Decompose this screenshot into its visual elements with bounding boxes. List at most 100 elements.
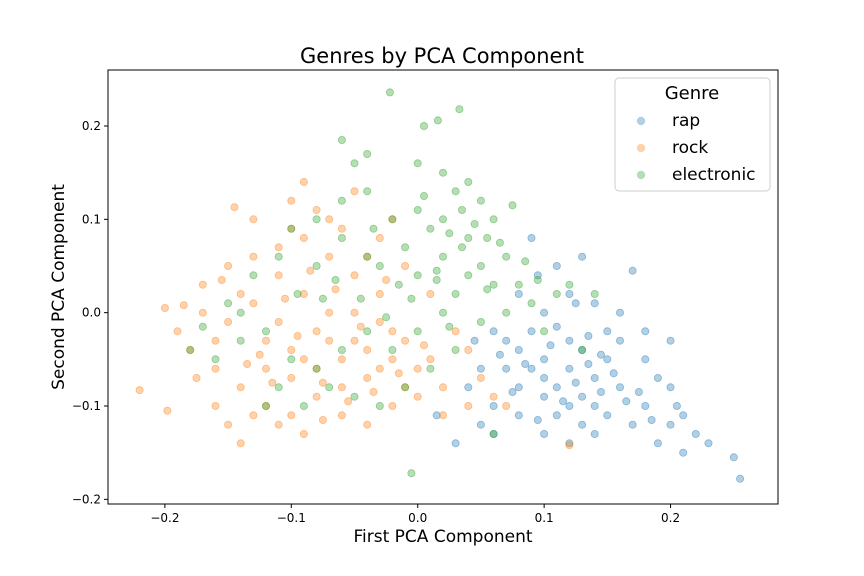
point-rap-40 (641, 355, 650, 364)
point-rap-39 (603, 327, 612, 336)
point-rap-67 (521, 359, 530, 368)
y-tick-label: −0.1 (72, 399, 101, 413)
point-electronic-7 (489, 215, 498, 224)
point-electronic-76 (356, 294, 365, 303)
point-rap-65 (546, 341, 555, 350)
point-rap-79 (597, 350, 606, 359)
point-rap-29 (451, 439, 460, 448)
point-rap-68 (495, 350, 504, 359)
point-electronic-43 (274, 252, 283, 261)
point-rock-29 (413, 392, 422, 401)
point-electronic-52 (426, 364, 435, 373)
point-rock-26 (337, 411, 346, 420)
point-rap-12 (616, 383, 625, 392)
point-rap-75 (508, 387, 517, 396)
point-rap-78 (571, 299, 580, 308)
point-rap-74 (672, 401, 681, 410)
point-electronic-46 (337, 196, 346, 205)
point-rock-98 (565, 441, 574, 450)
point-electronic-72 (483, 285, 492, 294)
x-tick-label: 0.2 (661, 511, 680, 525)
point-electronic-26 (363, 149, 372, 158)
point-rap-19 (653, 439, 662, 448)
point-electronic-85 (565, 280, 574, 289)
point-rock-60 (299, 355, 308, 364)
point-rock-32 (249, 215, 258, 224)
point-electronic-80 (432, 275, 441, 284)
chart-title: Genres by PCA Component (300, 44, 584, 68)
point-rock-24 (287, 411, 296, 420)
point-rock-45 (224, 317, 233, 326)
point-rock-89 (243, 359, 252, 368)
point-rock-63 (274, 243, 283, 252)
x-axis-title: First PCA Component (353, 527, 532, 547)
point-rap-56 (616, 336, 625, 345)
point-rock-31 (230, 203, 239, 212)
point-rock-73 (274, 420, 283, 429)
point-rock-91 (192, 373, 201, 382)
point-rap-14 (666, 420, 675, 429)
point-rap-1 (514, 345, 523, 354)
point-electronic-65 (432, 266, 441, 275)
point-rap-8 (603, 355, 612, 364)
point-electronic-77 (331, 275, 340, 284)
point-electronic-81 (369, 224, 378, 233)
point-rap-76 (533, 415, 542, 424)
point-electronic-9 (476, 196, 485, 205)
point-rock-87 (293, 331, 302, 340)
point-rap-51 (502, 364, 511, 373)
point-electronic-32 (388, 345, 397, 354)
point-electronic-74 (407, 294, 416, 303)
point-rap-34 (616, 308, 625, 317)
point-electronic-79 (445, 229, 454, 238)
point-rock-62 (249, 299, 258, 308)
point-rock-76 (344, 397, 353, 406)
x-axis-ticks: −0.2 −0.1 0.0 0.1 0.2 (150, 504, 680, 525)
point-rap-4 (590, 373, 599, 382)
point-rap-57 (641, 327, 650, 336)
point-electronic-70 (508, 201, 517, 210)
point-rock-85 (382, 275, 391, 284)
point-rock-44 (502, 401, 511, 410)
point-electronic-6 (401, 243, 410, 252)
point-rock-11 (299, 289, 308, 298)
point-rock-69 (426, 355, 435, 364)
point-electronic-19 (552, 289, 561, 298)
point-rock-57 (375, 289, 384, 298)
point-rap-69 (470, 336, 479, 345)
point-rock-51 (287, 373, 296, 382)
point-rock-22 (236, 383, 245, 392)
point-electronic-14 (337, 233, 346, 242)
point-rock-39 (426, 289, 435, 298)
point-rock-74 (299, 429, 308, 438)
x-tick-label: −0.1 (277, 511, 306, 525)
point-rock-12 (274, 271, 283, 280)
point-rap-32 (565, 289, 574, 298)
point-rap-10 (565, 401, 574, 410)
point-electronic-29 (464, 177, 473, 186)
point-rock-19 (163, 406, 172, 415)
point-electronic-78 (419, 191, 428, 200)
point-rock-56 (350, 308, 359, 317)
point-rap-6 (527, 364, 536, 373)
point-rock-72 (249, 411, 258, 420)
point-electronic-54 (375, 401, 384, 410)
point-rap-64 (634, 387, 643, 396)
point-rap-25 (476, 364, 485, 373)
point-rap-23 (552, 411, 561, 420)
point-rock-68 (401, 383, 410, 392)
point-electronic-39 (211, 355, 220, 364)
legend-box (614, 77, 771, 192)
point-rock-7 (388, 355, 397, 364)
point-rap-26 (464, 383, 473, 392)
point-rap-18 (736, 474, 745, 483)
point-rock-58 (401, 336, 410, 345)
point-electronic-53 (401, 383, 410, 392)
point-rap-15 (691, 429, 700, 438)
point-electronic-75 (382, 313, 391, 322)
point-electronic-13 (363, 252, 372, 261)
x-tick-label: −0.2 (150, 511, 179, 525)
point-electronic-1 (464, 233, 473, 242)
point-rap-58 (666, 336, 675, 345)
point-electronic-47 (363, 187, 372, 196)
